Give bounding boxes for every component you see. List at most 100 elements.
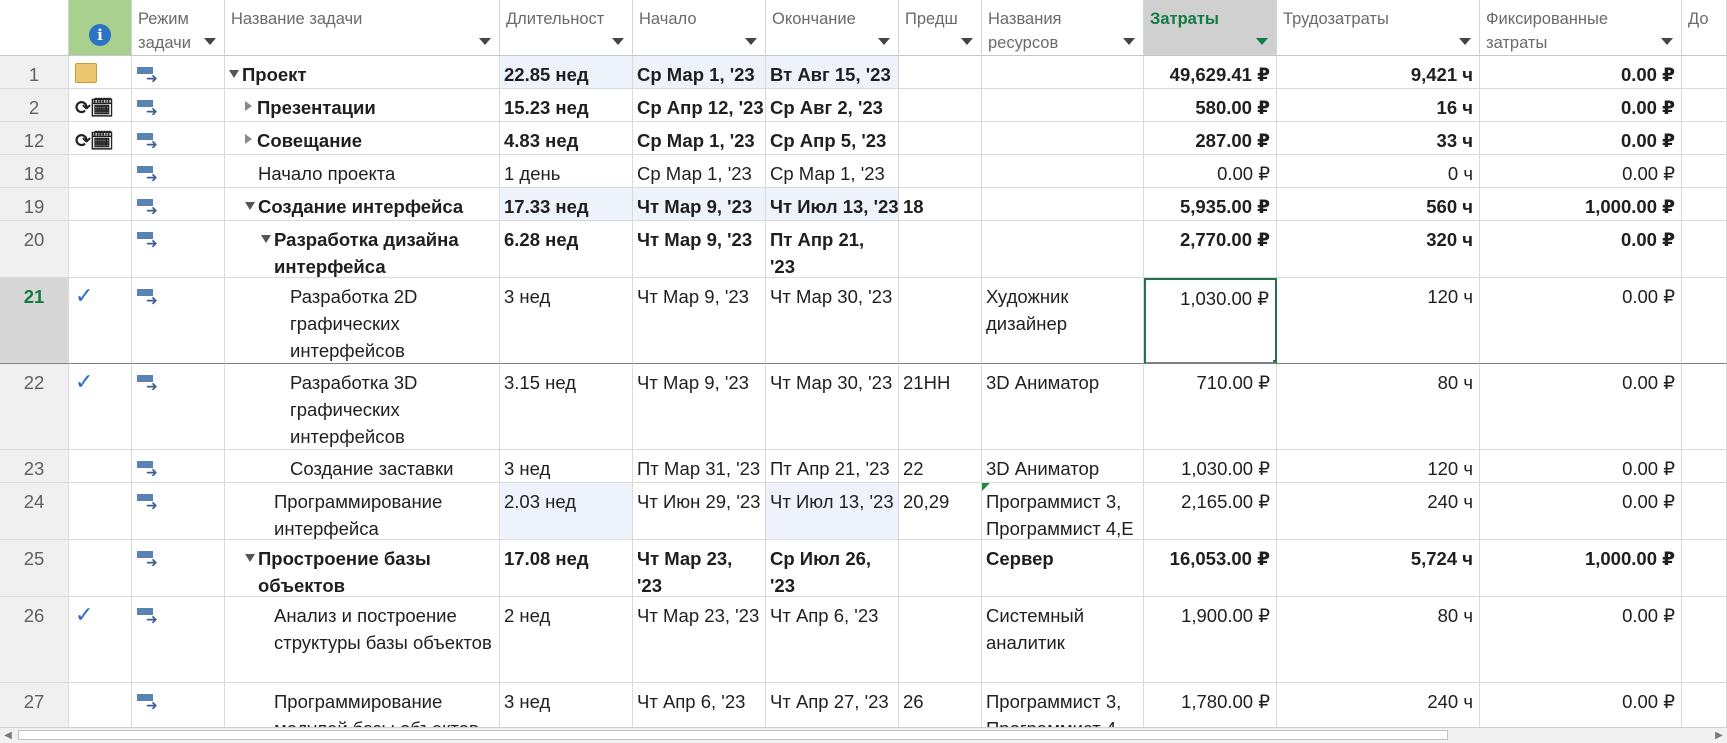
cell-fixed[interactable]: 0.00 ₽ — [1480, 364, 1682, 450]
cell-task-mode[interactable]: ➜ — [132, 221, 225, 278]
cell-task-mode[interactable]: ➜ — [132, 483, 225, 540]
cell-resources[interactable]: Художник дизайнер — [982, 278, 1144, 364]
cell-finish[interactable]: Ср Июл 26, '23 — [766, 540, 899, 597]
cell-pred[interactable] — [899, 221, 982, 278]
header-mode[interactable]: Режим задачи — [132, 0, 225, 56]
cell-cost[interactable]: 49,629.41 ₽ — [1144, 56, 1277, 89]
cell-finish[interactable]: Чт Апр 6, '23 — [766, 597, 899, 683]
cell-indicator[interactable]: ⟳🗓 — [69, 89, 132, 122]
table-row[interactable]: 24 ➜ Программирование интерфейса 2.03 нед Чт… — [0, 483, 1727, 540]
cell-resources[interactable] — [982, 56, 1144, 89]
collapse-toggle-icon[interactable] — [229, 70, 239, 78]
cell-fixed[interactable]: 0.00 ₽ — [1480, 278, 1682, 364]
cell-task-mode[interactable]: ➜ — [132, 683, 225, 727]
cell-work[interactable]: 16 ч — [1277, 89, 1480, 122]
cell-start[interactable]: Ср Мар 1, '23 — [633, 56, 766, 89]
cell-work[interactable]: 320 ч — [1277, 221, 1480, 278]
cell-pred[interactable] — [899, 597, 982, 683]
cell-work[interactable]: 560 ч — [1277, 188, 1480, 221]
header-start[interactable]: Начало — [633, 0, 766, 56]
cell-duration[interactable]: 4.83 нед — [500, 122, 633, 155]
cell-pred[interactable]: 18 — [899, 188, 982, 221]
collapse-toggle-icon[interactable] — [245, 202, 255, 210]
cell-duration[interactable]: 2 нед — [500, 597, 633, 683]
cell-task-name[interactable]: Разработка 2D графических интерфейсов — [225, 278, 500, 364]
cell-pred[interactable]: 26 — [899, 683, 982, 727]
table-row[interactable]: 1 ➜ Проект 22.85 нед Ср Мар 1, '23 Вт Авг 15,… — [0, 56, 1727, 89]
table-row[interactable]: 25 ➜ Простроение базы объектов 17.08 нед Чт … — [0, 540, 1727, 597]
row-number[interactable]: 18 — [0, 155, 69, 188]
cell-task-name[interactable]: Анализ и построение структуры базы объек… — [225, 597, 500, 683]
cell-cost[interactable]: 1,030.00 ₽ — [1144, 450, 1277, 483]
cell-extra[interactable] — [1682, 364, 1727, 450]
header-extra[interactable]: До — [1682, 0, 1727, 56]
cell-task-name[interactable]: Создание заставки — [225, 450, 500, 483]
cell-work[interactable]: 5,724 ч — [1277, 540, 1480, 597]
cell-indicator[interactable] — [69, 540, 132, 597]
cell-pred[interactable]: 21НН — [899, 364, 982, 450]
cell-resources[interactable]: Программист 3, Программист 4 — [982, 683, 1144, 727]
cell-duration[interactable]: 3 нед — [500, 278, 633, 364]
cell-extra[interactable] — [1682, 122, 1727, 155]
cell-start[interactable]: Чт Июн 29, '23 — [633, 483, 766, 540]
table-row[interactable]: 18 ➜ Начало проекта 1 день Ср Мар 1, '23 Ср М… — [0, 155, 1727, 188]
select-all-corner[interactable] — [0, 0, 69, 56]
note-icon[interactable] — [75, 63, 97, 83]
chevron-down-icon[interactable] — [745, 38, 757, 45]
cell-task-name[interactable]: Программирование интерфейса — [225, 483, 500, 540]
cell-work[interactable]: 80 ч — [1277, 597, 1480, 683]
cell-start[interactable]: Ср Апр 12, '23 — [633, 89, 766, 122]
cell-duration[interactable]: 17.08 нед — [500, 540, 633, 597]
cell-resources[interactable] — [982, 221, 1144, 278]
header-name[interactable]: Название задачи — [225, 0, 500, 56]
cell-indicator[interactable] — [69, 221, 132, 278]
cell-cost[interactable]: 2,770.00 ₽ — [1144, 221, 1277, 278]
cell-task-name[interactable]: Презентации — [225, 89, 500, 122]
cell-indicator[interactable] — [69, 450, 132, 483]
cell-start[interactable]: Пт Мар 31, '23 — [633, 450, 766, 483]
cell-task-name[interactable]: Создание интерфейса — [225, 188, 500, 221]
cell-duration[interactable]: 3.15 нед — [500, 364, 633, 450]
cell-pred[interactable]: 20,29 — [899, 483, 982, 540]
cell-start[interactable]: Ср Мар 1, '23 — [633, 122, 766, 155]
chevron-down-icon[interactable] — [1256, 38, 1268, 45]
horizontal-scrollbar[interactable]: ◀ ▶ — [0, 727, 1727, 743]
cell-task-name[interactable]: Простроение базы объектов — [225, 540, 500, 597]
cell-task-name[interactable]: Разработка дизайна интерфейса — [225, 221, 500, 278]
row-number[interactable]: 24 — [0, 483, 69, 540]
cell-task-mode[interactable]: ➜ — [132, 122, 225, 155]
cell-pred[interactable] — [899, 56, 982, 89]
cell-start[interactable]: Чт Мар 23, '23 — [633, 540, 766, 597]
cell-indicator[interactable] — [69, 155, 132, 188]
row-number[interactable]: 21 — [0, 278, 69, 364]
row-number[interactable]: 19 — [0, 188, 69, 221]
cell-finish[interactable]: Пт Апр 21, '23 — [766, 450, 899, 483]
row-number[interactable]: 20 — [0, 221, 69, 278]
cell-resources[interactable] — [982, 188, 1144, 221]
scroll-thumb[interactable] — [18, 730, 1448, 740]
cell-duration[interactable]: 17.33 нед — [500, 188, 633, 221]
cell-cost[interactable]: 2,165.00 ₽ — [1144, 483, 1277, 540]
chevron-down-icon[interactable] — [612, 38, 624, 45]
table-row[interactable]: 22 ✓ ➜ Разработка 3D графических интерфейсо… — [0, 364, 1727, 450]
cell-fixed[interactable]: 1,000.00 ₽ — [1480, 188, 1682, 221]
cell-fixed[interactable]: 0.00 ₽ — [1480, 221, 1682, 278]
cell-duration[interactable]: 3 нед — [500, 683, 633, 727]
cell-duration[interactable]: 3 нед — [500, 450, 633, 483]
cell-work[interactable]: 33 ч — [1277, 122, 1480, 155]
header-fixed[interactable]: Фиксированные затраты — [1480, 0, 1682, 56]
cell-work[interactable]: 9,421 ч — [1277, 56, 1480, 89]
row-number[interactable]: 22 — [0, 364, 69, 450]
cell-finish[interactable]: Ср Мар 1, '23 — [766, 155, 899, 188]
cell-finish[interactable]: Чт Мар 30, '23 — [766, 278, 899, 364]
cell-start[interactable]: Чт Мар 23, '23 — [633, 597, 766, 683]
table-row[interactable]: 27 ➜ Программирование модулей базы объекто… — [0, 683, 1727, 727]
cell-duration[interactable]: 2.03 нед — [500, 483, 633, 540]
header-finish[interactable]: Окончание — [766, 0, 899, 56]
cell-task-name[interactable]: Проект — [225, 56, 500, 89]
cell-finish[interactable]: Пт Апр 21, '23 — [766, 221, 899, 278]
header-pred[interactable]: Предш — [899, 0, 982, 56]
cell-resources[interactable]: 3D Аниматор — [982, 364, 1144, 450]
cell-fixed[interactable]: 0.00 ₽ — [1480, 597, 1682, 683]
chevron-down-icon[interactable] — [1123, 38, 1135, 45]
